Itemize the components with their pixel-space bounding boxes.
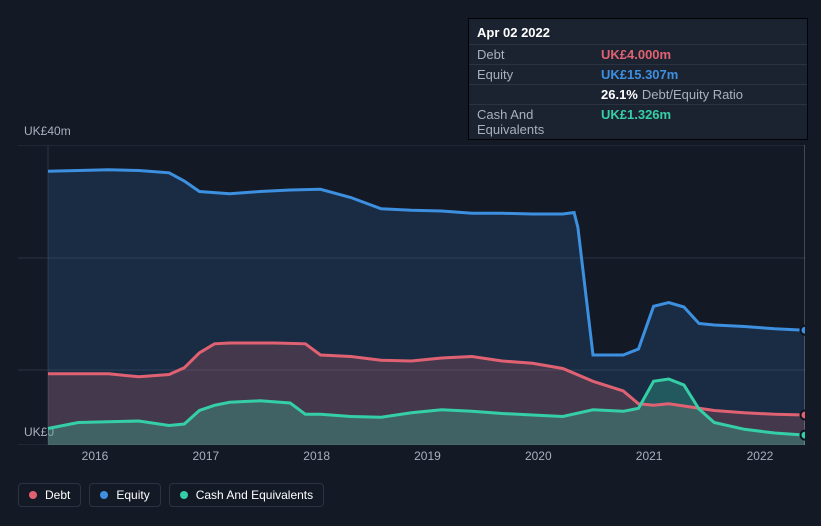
tooltip-row-label: Equity — [477, 67, 601, 82]
tooltip-row-sub: Debt/Equity Ratio — [642, 87, 743, 102]
tooltip-date: Apr 02 2022 — [469, 19, 807, 44]
tooltip-row: DebtUK£4.000m — [469, 44, 807, 64]
x-axis-labels: 2016 2017 2018 2019 2020 2021 2022 — [50, 449, 805, 463]
legend-item[interactable]: Debt — [18, 483, 81, 507]
x-axis-tick: 2016 — [50, 449, 140, 463]
legend-label: Cash And Equivalents — [196, 488, 313, 502]
series-end-marker-cash — [801, 431, 806, 440]
legend-item[interactable]: Equity — [89, 483, 160, 507]
x-axis-tick: 2022 — [715, 449, 805, 463]
tooltip-row-value: UK£4.000m — [601, 47, 671, 62]
series-end-marker-equity — [801, 326, 806, 335]
tooltip-row-value: UK£15.307m — [601, 67, 678, 82]
tooltip-row: Cash And EquivalentsUK£1.326m — [469, 104, 807, 139]
tooltip-row: EquityUK£15.307m — [469, 64, 807, 84]
legend-swatch — [100, 491, 108, 499]
legend-swatch — [29, 491, 37, 499]
series-end-marker-debt — [801, 411, 806, 420]
tooltip-row-value: UK£1.326m — [601, 107, 671, 122]
tooltip-row-value: 26.1% — [601, 87, 638, 102]
financials-chart-card: { "tooltip": { "date": "Apr 02 2022", "r… — [0, 0, 821, 526]
legend-swatch — [180, 491, 188, 499]
tooltip-row-label: Cash And Equivalents — [477, 107, 601, 137]
x-axis-tick: 2017 — [161, 449, 251, 463]
x-axis-tick: 2018 — [272, 449, 362, 463]
y-axis-label-top: UK£40m — [24, 124, 71, 138]
x-axis-tick: 2019 — [382, 449, 472, 463]
x-axis-tick: 2021 — [604, 449, 694, 463]
chart-tooltip: Apr 02 2022 DebtUK£4.000mEquityUK£15.307… — [468, 18, 808, 140]
financials-chart[interactable] — [18, 145, 805, 445]
legend: Debt Equity Cash And Equivalents — [18, 483, 324, 507]
tooltip-row: 26.1% Debt/Equity Ratio — [469, 84, 807, 104]
legend-item[interactable]: Cash And Equivalents — [169, 483, 324, 507]
tooltip-row-label: Debt — [477, 47, 601, 62]
x-axis-tick: 2020 — [493, 449, 583, 463]
legend-label: Equity — [116, 488, 149, 502]
legend-label: Debt — [45, 488, 70, 502]
